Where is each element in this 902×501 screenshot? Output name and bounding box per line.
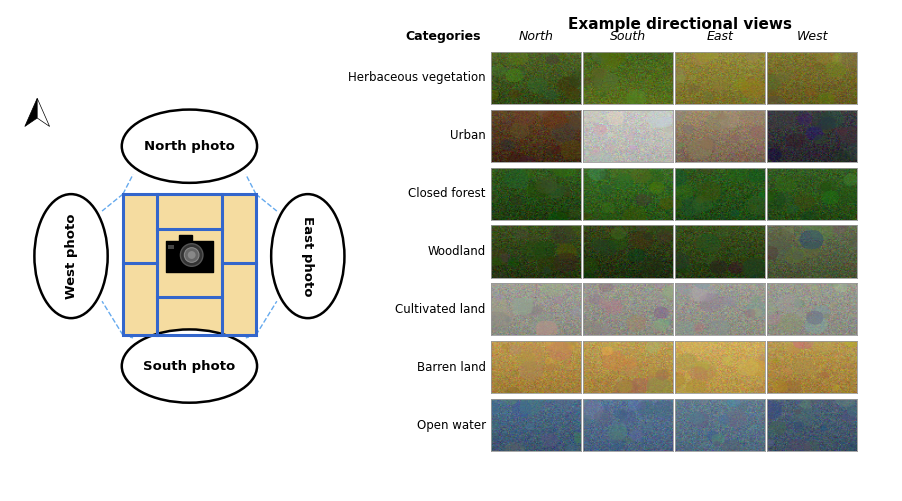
- Text: Example directional views: Example directional views: [568, 18, 792, 32]
- Text: Herbaceous vegetation: Herbaceous vegetation: [348, 71, 486, 84]
- Polygon shape: [37, 98, 50, 126]
- Ellipse shape: [34, 194, 107, 318]
- Circle shape: [180, 243, 203, 267]
- Text: North photo: North photo: [144, 140, 235, 153]
- Ellipse shape: [122, 110, 257, 183]
- Bar: [179, 235, 192, 241]
- Text: Categories: Categories: [405, 31, 481, 44]
- Text: East: East: [706, 31, 733, 44]
- Text: Woodland: Woodland: [428, 245, 486, 258]
- Bar: [157, 229, 222, 297]
- Circle shape: [184, 247, 199, 263]
- Bar: [123, 194, 256, 335]
- Ellipse shape: [122, 330, 257, 403]
- Text: Cultivated land: Cultivated land: [395, 303, 486, 316]
- Ellipse shape: [272, 194, 345, 318]
- Text: South: South: [610, 31, 646, 44]
- Text: Urban: Urban: [450, 129, 486, 142]
- Text: East photo: East photo: [301, 216, 314, 297]
- Text: Open water: Open water: [417, 419, 486, 432]
- Polygon shape: [24, 98, 37, 126]
- Text: Barren land: Barren land: [417, 361, 486, 374]
- Text: Closed forest: Closed forest: [409, 187, 486, 200]
- Bar: [123, 194, 256, 335]
- Text: North: North: [519, 31, 553, 44]
- Circle shape: [188, 251, 196, 259]
- Bar: [168, 245, 174, 249]
- Bar: [166, 241, 213, 272]
- Text: West photo: West photo: [65, 213, 78, 299]
- Text: West: West: [796, 31, 828, 44]
- Text: South photo: South photo: [143, 360, 235, 373]
